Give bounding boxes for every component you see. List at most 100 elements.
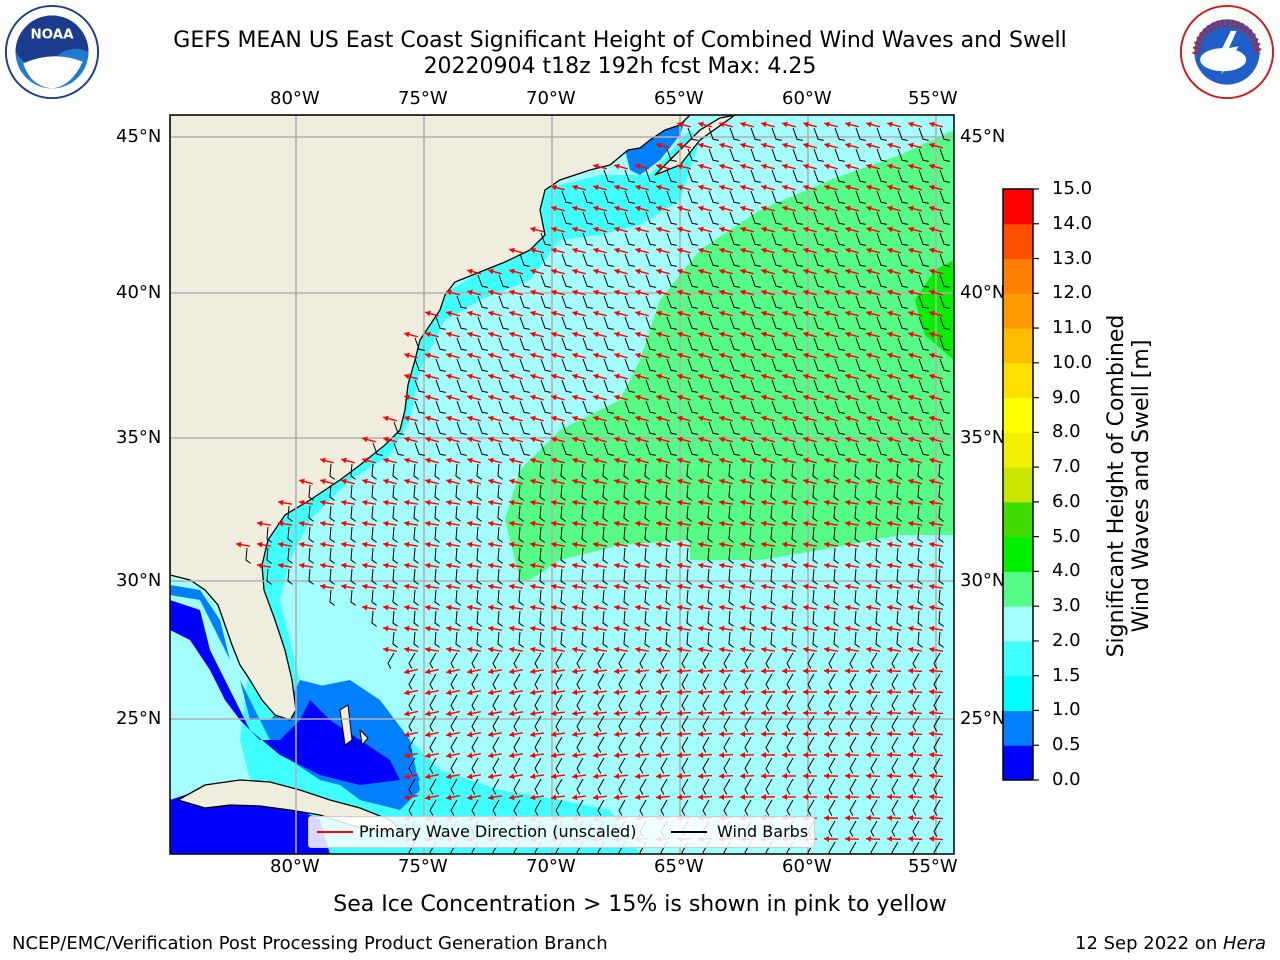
wind-barb	[770, 526, 776, 543]
wind-barb	[896, 463, 902, 480]
wind-barb	[855, 442, 866, 456]
wind-barb	[686, 484, 692, 501]
lat-label-left: 35°N	[116, 427, 162, 448]
wave-direction-arrow	[760, 625, 776, 632]
wind-barb	[350, 568, 356, 585]
wave-direction-arrow	[445, 499, 461, 506]
wave-direction-arrow	[550, 731, 566, 738]
wind-barb	[576, 652, 584, 669]
wave-direction-arrow	[571, 646, 587, 653]
wave-direction-arrow	[886, 583, 902, 590]
wind-barb	[581, 463, 587, 480]
wind-barb	[518, 484, 524, 501]
wind-barb	[786, 652, 794, 669]
wave-direction-arrow	[740, 163, 754, 170]
wind-barb	[707, 610, 713, 627]
wave-direction-arrow	[928, 772, 944, 779]
wind-barb	[870, 715, 878, 732]
wind-barb	[702, 757, 710, 774]
wave-direction-arrow	[361, 541, 377, 548]
wind-barb	[603, 442, 614, 456]
wind-barb	[623, 484, 629, 501]
wave-direction-arrow	[613, 668, 629, 675]
wave-direction-arrow	[760, 794, 776, 801]
wave-direction-arrow	[530, 247, 544, 254]
wind-barb	[287, 505, 293, 522]
wave-direction-arrow	[572, 478, 586, 485]
wave-direction-arrow	[635, 331, 649, 338]
wave-direction-arrow	[802, 604, 818, 611]
wind-barb	[855, 253, 866, 267]
wind-barb	[492, 652, 500, 669]
wave-direction-arrow	[823, 562, 839, 569]
wind-barb	[828, 820, 836, 837]
wind-barb	[702, 778, 710, 795]
wind-barb	[807, 757, 815, 774]
wind-barb	[687, 337, 698, 351]
wind-barb	[812, 631, 818, 648]
wind-barb	[792, 400, 803, 414]
wind-barb	[455, 484, 461, 501]
wave-direction-arrow	[739, 541, 755, 548]
wave-direction-arrow	[635, 478, 649, 485]
wave-direction-arrow	[928, 688, 944, 695]
wind-barb	[912, 757, 920, 774]
wave-direction-arrow	[803, 373, 817, 380]
wave-direction-arrow	[635, 415, 649, 422]
wave-direction-arrow	[425, 794, 439, 801]
wave-direction-arrow	[887, 121, 901, 128]
wind-barb	[555, 778, 563, 795]
wind-barb	[519, 442, 530, 456]
wind-barb	[849, 652, 857, 669]
wave-direction-arrow	[488, 436, 502, 443]
wind-barb	[392, 526, 398, 543]
wave-direction-arrow	[676, 689, 692, 696]
wind-barb	[918, 211, 929, 225]
wind-barb	[702, 799, 710, 816]
wave-direction-arrow	[508, 794, 524, 801]
wind-barb	[723, 757, 731, 774]
wave-direction-arrow	[530, 331, 544, 338]
wind-barb	[728, 610, 734, 627]
wave-direction-arrow	[823, 835, 839, 842]
wind-barb	[897, 190, 908, 204]
wind-barb	[707, 547, 713, 564]
wind-barb	[792, 232, 803, 246]
wave-height-3m-region	[505, 130, 954, 580]
wave-direction-arrow	[529, 604, 545, 611]
wind-barb	[786, 715, 794, 732]
wind-barb	[645, 190, 656, 204]
wind-barb	[287, 547, 293, 564]
wave-direction-arrow	[571, 583, 587, 590]
wave-direction-arrow	[760, 689, 776, 696]
wave-direction-arrow	[592, 625, 608, 632]
wind-barb-legend-swatch	[671, 831, 707, 833]
wind-barb	[770, 484, 776, 501]
wave-direction-arrow	[361, 562, 377, 569]
wave-direction-arrow	[634, 604, 650, 611]
wind-barb	[708, 169, 719, 183]
wind-barb	[875, 547, 881, 564]
wind-barb	[435, 400, 446, 414]
wave-direction-arrow	[404, 478, 418, 485]
wind-barb	[771, 295, 782, 309]
wind-barb	[750, 400, 761, 414]
wind-barb	[660, 757, 668, 774]
wave-direction-arrow	[907, 751, 923, 758]
wind-barb	[939, 316, 950, 330]
wave-direction-arrow	[508, 646, 524, 653]
wave-direction-arrow	[571, 541, 587, 548]
wind-barb	[723, 673, 731, 690]
wind-barb	[939, 442, 950, 456]
wave-direction-arrow	[425, 457, 439, 464]
wind-barb	[561, 379, 572, 393]
wind-barb	[539, 484, 545, 501]
wave-direction-arrow	[740, 247, 754, 254]
wave-direction-arrow	[530, 352, 544, 359]
colorbar-tick-label: 9.0	[1052, 386, 1081, 408]
lon-label-bottom: 75°W	[398, 856, 448, 877]
wave-direction-arrow	[656, 436, 670, 443]
wind-barb	[750, 211, 761, 225]
wave-direction-arrow	[530, 310, 544, 317]
wave-direction-arrow	[529, 668, 545, 675]
